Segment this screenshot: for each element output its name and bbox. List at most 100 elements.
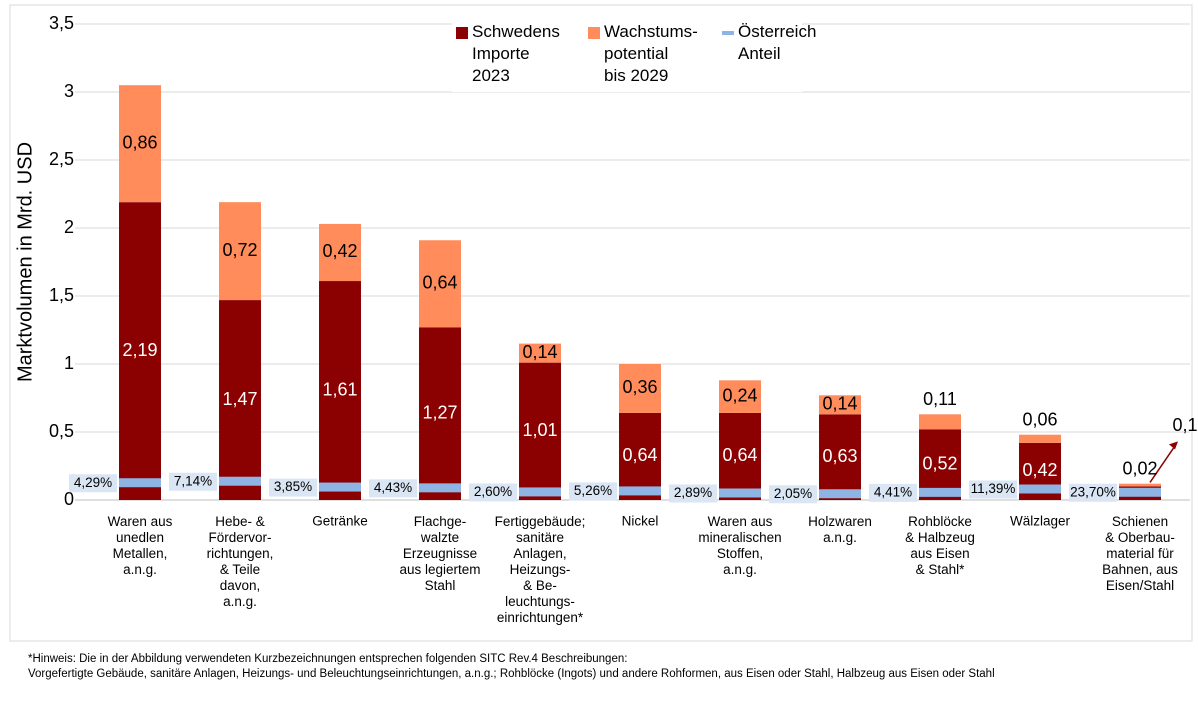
value-label: 0,72 [222, 240, 257, 260]
share-label-bg [1069, 483, 1117, 502]
value-label: 0,11 [923, 389, 957, 409]
legend-label: Wachstums-potential bis 2029 [604, 22, 698, 85]
value-label: 0,52 [922, 453, 957, 473]
y-tick-label: 0 [64, 489, 74, 509]
share-label-bg [469, 483, 517, 502]
footnote: *Hinweis: Die in der Abbildung verwendet… [28, 652, 1178, 682]
legend-swatch [456, 27, 468, 39]
share-label-bg [869, 483, 917, 502]
value-label: 0,10 [1172, 415, 1198, 435]
bar-segment [119, 85, 161, 203]
y-tick-label: 1,5 [49, 285, 74, 305]
share-marker [919, 487, 961, 497]
y-tick-label: 3 [64, 81, 74, 101]
value-label: 0,86 [122, 132, 157, 152]
bar-segment [619, 412, 661, 500]
value-label: 1,47 [222, 389, 257, 409]
share-marker [1019, 484, 1061, 494]
value-label: 0,24 [722, 385, 757, 405]
x-tick-label: Waren aus mineralischen Stoffen, a.n.g. [698, 514, 781, 577]
value-label: 1,61 [322, 379, 357, 399]
bar-segment [219, 202, 261, 301]
share-label: 4,29% [74, 475, 112, 490]
bar-segment [919, 414, 961, 430]
value-label: 1,01 [522, 420, 557, 440]
share-label: 4,41% [874, 484, 912, 499]
bar-segment [419, 327, 461, 500]
bar-segment [819, 414, 861, 500]
bar-segment [519, 343, 561, 363]
x-tick-label: Nickel [622, 514, 659, 529]
value-label: 0,42 [1022, 460, 1057, 480]
share-marker [619, 486, 661, 496]
legend-swatch [722, 31, 734, 35]
bar-segment [119, 202, 161, 500]
chart: Marktvolumen in Mrd. USD 0 0,5 1 1,5 2 2,5 3 3,… [9, 4, 1198, 642]
share-label: 23,70% [1070, 484, 1116, 499]
footnote-line: *Hinweis: Die in der Abbildung verwendet… [28, 653, 628, 665]
share-label-bg [369, 479, 417, 498]
share-marker [519, 487, 561, 497]
label-arrow [1149, 443, 1177, 483]
legend-label: Schwedens Importe 2023 [472, 22, 560, 85]
share-marker [819, 489, 861, 499]
share-label-bg [769, 485, 817, 504]
bar-segment [719, 412, 761, 500]
value-label: 0,14 [822, 394, 857, 414]
share-marker [219, 476, 261, 486]
footnote-line: Vorgefertigte Gebäude, sanitäre Anlagen,… [28, 668, 995, 680]
share-label: 11,39% [971, 481, 1016, 496]
share-label-bg [269, 478, 317, 497]
x-tick-label: Schienen & Oberbau-material für Bahnen, au… [1102, 514, 1178, 593]
bar-segment [619, 364, 661, 413]
value-label: 0,36 [622, 377, 657, 397]
bar-segment [719, 380, 761, 413]
value-label: 0,64 [622, 445, 657, 465]
value-label: 1,27 [422, 402, 457, 422]
y-axis-title: Marktvolumen in Mrd. USD [14, 142, 36, 382]
y-tick-label: 2 [64, 217, 74, 237]
value-label: 0,02 [1122, 458, 1157, 478]
x-tick-label: Getränke [312, 514, 368, 529]
x-tick-label: Wälzlager [1010, 514, 1071, 529]
x-tick-label: Holzwaren a.n.g. [808, 514, 872, 545]
y-tick-label: 3,5 [49, 13, 74, 33]
value-label: 0,42 [322, 241, 357, 261]
share-marker [419, 483, 461, 493]
value-label: 0,64 [722, 445, 757, 465]
share-label-bg [669, 484, 717, 503]
share-marker [1119, 487, 1161, 497]
share-label-bg [169, 472, 217, 491]
x-tick-label: Waren aus unedlen Metallen, a.n.g. [108, 514, 173, 577]
share-label: 3,85% [274, 479, 312, 494]
share-label: 2,60% [474, 484, 512, 499]
value-label: 0,14 [522, 342, 557, 362]
x-tick-label: Flachge-walzte Erzeugnisse aus legiertem St… [399, 514, 480, 593]
y-tick-label: 0,5 [49, 421, 74, 441]
bar-segment [319, 223, 361, 282]
share-marker [119, 478, 161, 488]
chart-border [9, 4, 1193, 642]
label-arrow-head [1169, 441, 1178, 450]
value-label: 0,06 [1022, 409, 1057, 429]
legend-label: Österreich Anteil [738, 22, 816, 63]
share-label: 7,14% [174, 473, 212, 488]
value-label: 2,19 [122, 340, 157, 360]
y-tick-label: 2,5 [49, 149, 74, 169]
bar-segment [219, 300, 261, 500]
share-marker [319, 482, 361, 492]
share-label: 4,43% [374, 480, 412, 495]
legend-background [452, 16, 802, 92]
share-label-bg [969, 480, 1017, 499]
bar-segment [1119, 483, 1161, 487]
value-label: 0,63 [822, 446, 857, 466]
x-tick-label: Hebe- & Fördervor-richtungen, & Teile davon… [207, 514, 274, 609]
share-marker [719, 488, 761, 498]
share-label-bg [69, 474, 117, 493]
y-tick-label: 1 [64, 353, 74, 373]
bar-segment [319, 281, 361, 500]
share-label-bg [569, 482, 617, 501]
bar-segment [819, 395, 861, 415]
share-label: 2,89% [674, 485, 712, 500]
